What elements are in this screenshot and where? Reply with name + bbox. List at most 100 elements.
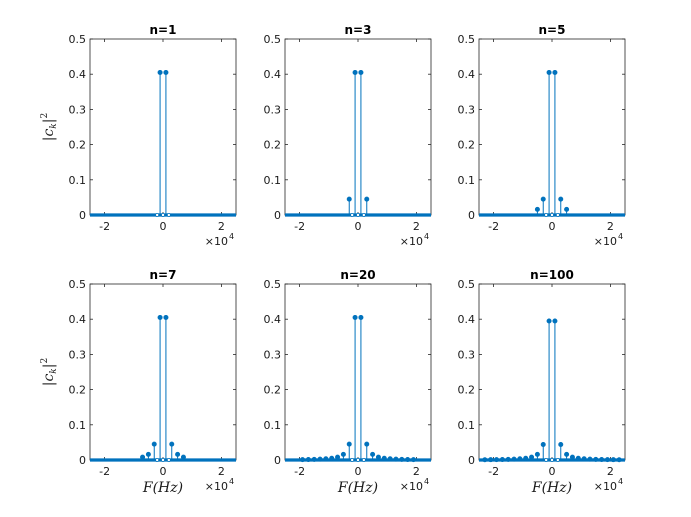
x-multiplier-exponent: 4 bbox=[229, 477, 234, 486]
y-tick-label: 0.5 bbox=[264, 278, 282, 291]
zero-stem-marker bbox=[350, 212, 355, 217]
stem-marker bbox=[499, 457, 505, 463]
stem-marker bbox=[604, 457, 610, 463]
subplot-3: 0 0.1 0.2 0.3 0.4 0.5 -2 0 2 ×10 4 n=5 bbox=[458, 23, 626, 248]
axes-box bbox=[284, 38, 432, 216]
y-tick-label: 0.5 bbox=[264, 33, 282, 46]
zero-stem-marker bbox=[544, 457, 549, 462]
x-multiplier-base: ×10 bbox=[205, 480, 228, 493]
y-tick-label: 0.3 bbox=[69, 103, 87, 116]
zero-stem-marker bbox=[166, 212, 171, 217]
stem-marker bbox=[163, 69, 169, 75]
stem-marker bbox=[323, 456, 329, 462]
subplot-title: n=3 bbox=[345, 23, 372, 37]
y-tick-label: 0.4 bbox=[458, 68, 476, 81]
stem-marker bbox=[151, 441, 157, 447]
zero-stem-marker bbox=[550, 212, 555, 217]
stem-marker bbox=[569, 454, 575, 460]
zero-stem-marker bbox=[355, 212, 360, 217]
stem-marker bbox=[558, 196, 564, 202]
x-multiplier-base: ×10 bbox=[205, 235, 228, 248]
y-tick-label: 0 bbox=[468, 454, 475, 467]
y-axis-label-part: | bbox=[41, 118, 57, 123]
stem-marker bbox=[358, 314, 364, 320]
stem-marker bbox=[610, 457, 616, 463]
stem-marker bbox=[552, 69, 558, 75]
stem-marker bbox=[564, 451, 570, 457]
stem-marker bbox=[300, 457, 306, 463]
stem-marker bbox=[375, 454, 381, 460]
stem-marker bbox=[311, 456, 317, 462]
y-tick-label: 0.4 bbox=[264, 68, 282, 81]
x-multiplier-base: ×10 bbox=[594, 235, 617, 248]
stem-marker bbox=[387, 456, 393, 462]
zero-stem-marker bbox=[361, 457, 366, 462]
stem-marker bbox=[599, 457, 605, 463]
stem-marker bbox=[546, 318, 552, 324]
x-multiplier-base: ×10 bbox=[400, 480, 423, 493]
y-axis-label-part: | bbox=[41, 137, 57, 142]
x-tick-label: 2 bbox=[413, 220, 420, 233]
y-tick-label: 0.3 bbox=[458, 348, 476, 361]
x-tick-label: 2 bbox=[413, 465, 420, 478]
y-axis-label: |ck|2 bbox=[40, 113, 59, 141]
stem-marker bbox=[317, 456, 323, 462]
subplot-title: n=20 bbox=[340, 268, 375, 282]
zero-stem-marker bbox=[544, 212, 549, 217]
y-tick-label: 0.2 bbox=[264, 139, 282, 152]
y-tick-label: 0.4 bbox=[69, 313, 87, 326]
x-tick-label: 0 bbox=[549, 220, 556, 233]
zero-stem-marker bbox=[350, 457, 355, 462]
y-axis-label-part: | bbox=[41, 363, 57, 368]
stem-marker bbox=[564, 206, 570, 212]
y-tick-label: 0.2 bbox=[69, 139, 87, 152]
y-tick-label: 0.1 bbox=[264, 419, 282, 432]
stem-marker bbox=[399, 456, 405, 462]
y-axis-label-part: 2 bbox=[40, 113, 50, 119]
stem-marker bbox=[163, 314, 169, 320]
stem-marker bbox=[346, 441, 352, 447]
y-axis-label-part: k bbox=[49, 123, 59, 128]
zero-stem-marker bbox=[155, 212, 160, 217]
y-axis-label-part: k bbox=[49, 368, 59, 373]
x-tick-label: -2 bbox=[488, 465, 499, 478]
stem-marker bbox=[352, 69, 358, 75]
x-axis-label: F(Hz) bbox=[337, 480, 378, 496]
y-tick-label: 0.3 bbox=[69, 348, 87, 361]
y-tick-label: 0 bbox=[274, 454, 281, 467]
axes-box bbox=[284, 283, 432, 461]
x-multiplier-base: ×10 bbox=[400, 235, 423, 248]
x-tick-label: -2 bbox=[294, 465, 305, 478]
stem-marker bbox=[616, 457, 622, 463]
x-multiplier-exponent: 4 bbox=[229, 232, 234, 241]
y-tick-label: 0.5 bbox=[458, 33, 476, 46]
x-tick-label: 2 bbox=[218, 220, 225, 233]
y-tick-label: 0.2 bbox=[458, 139, 476, 152]
x-axis-label: F(Hz) bbox=[531, 480, 572, 496]
stem-marker bbox=[534, 451, 540, 457]
y-tick-label: 0.4 bbox=[458, 313, 476, 326]
y-tick-label: 0 bbox=[79, 454, 86, 467]
x-tick-label: 0 bbox=[355, 465, 362, 478]
stem-marker bbox=[488, 457, 494, 463]
x-tick-label: -2 bbox=[488, 220, 499, 233]
x-multiplier-exponent: 4 bbox=[618, 232, 623, 241]
stem-marker bbox=[358, 69, 364, 75]
stem-marker bbox=[558, 442, 564, 448]
stem-marker bbox=[511, 456, 517, 462]
y-tick-label: 0.4 bbox=[264, 313, 282, 326]
y-axis-label-part: c bbox=[41, 374, 57, 382]
axes-box bbox=[89, 283, 237, 461]
stem-marker bbox=[523, 455, 529, 461]
stem-marker bbox=[534, 206, 540, 212]
y-tick-label: 0 bbox=[468, 209, 475, 222]
stem-marker bbox=[140, 454, 146, 460]
y-tick-label: 0.5 bbox=[458, 278, 476, 291]
stem-marker bbox=[305, 457, 311, 463]
y-tick-label: 0 bbox=[274, 209, 281, 222]
zero-stem-marker bbox=[361, 212, 366, 217]
stem-marker bbox=[340, 451, 346, 457]
axes-box bbox=[478, 38, 626, 216]
stem-marker bbox=[370, 451, 376, 457]
